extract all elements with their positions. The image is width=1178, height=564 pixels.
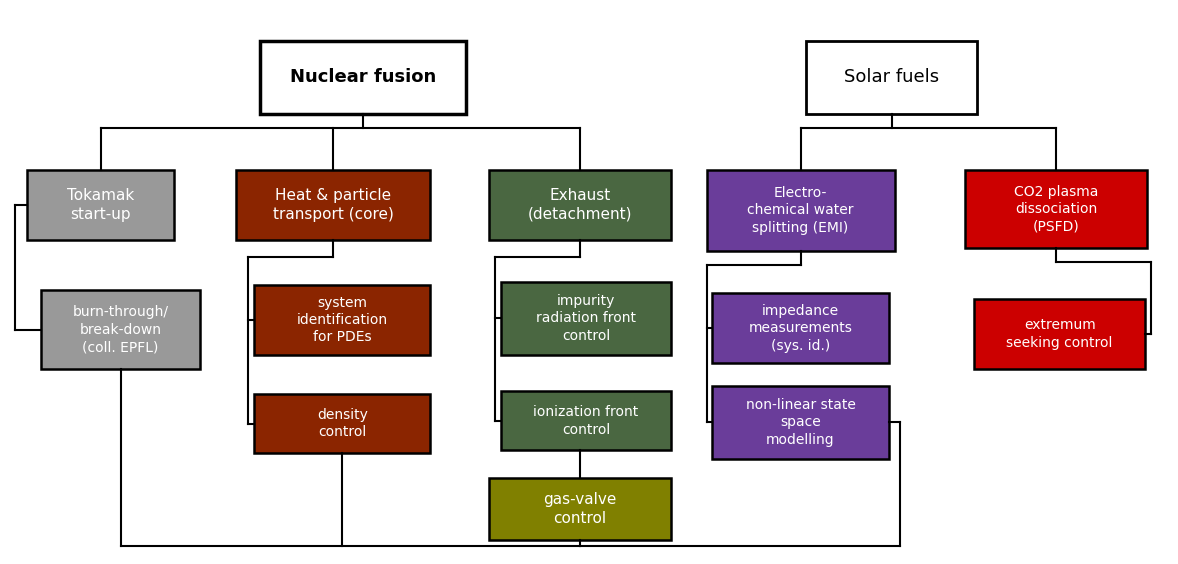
Text: Tokamak
start-up: Tokamak start-up [67,188,134,222]
FancyBboxPatch shape [41,290,200,369]
Text: CO2 plasma
dissociation
(PSFD): CO2 plasma dissociation (PSFD) [1014,185,1098,233]
Text: non-linear state
space
modelling: non-linear state space modelling [746,398,855,447]
FancyBboxPatch shape [501,282,671,355]
Text: Electro-
chemical water
splitting (EMI): Electro- chemical water splitting (EMI) [747,186,854,235]
Text: Heat & particle
transport (core): Heat & particle transport (core) [273,188,393,222]
FancyBboxPatch shape [260,41,465,113]
FancyBboxPatch shape [707,170,894,251]
FancyBboxPatch shape [27,170,174,240]
Text: ionization front
control: ionization front control [534,406,638,437]
Text: Nuclear fusion: Nuclear fusion [290,68,436,86]
FancyBboxPatch shape [807,41,977,113]
Text: Exhaust
(detachment): Exhaust (detachment) [528,188,633,222]
FancyBboxPatch shape [237,170,430,240]
FancyBboxPatch shape [254,394,430,453]
Text: system
identification
for PDEs: system identification for PDEs [297,296,388,344]
FancyBboxPatch shape [501,391,671,451]
FancyBboxPatch shape [489,170,671,240]
FancyBboxPatch shape [974,299,1145,369]
FancyBboxPatch shape [713,293,888,363]
Text: Solar fuels: Solar fuels [845,68,939,86]
Text: gas-valve
control: gas-valve control [543,492,617,526]
Text: density
control: density control [317,408,368,439]
FancyBboxPatch shape [965,170,1147,248]
FancyBboxPatch shape [254,285,430,355]
Text: impurity
radiation front
control: impurity radiation front control [536,294,636,343]
Text: extremum
seeking control: extremum seeking control [1006,318,1113,350]
Text: impedance
measurements
(sys. id.): impedance measurements (sys. id.) [748,304,853,352]
FancyBboxPatch shape [489,478,671,540]
Text: burn-through/
break-down
(coll. EPFL): burn-through/ break-down (coll. EPFL) [73,305,168,354]
FancyBboxPatch shape [713,386,888,459]
